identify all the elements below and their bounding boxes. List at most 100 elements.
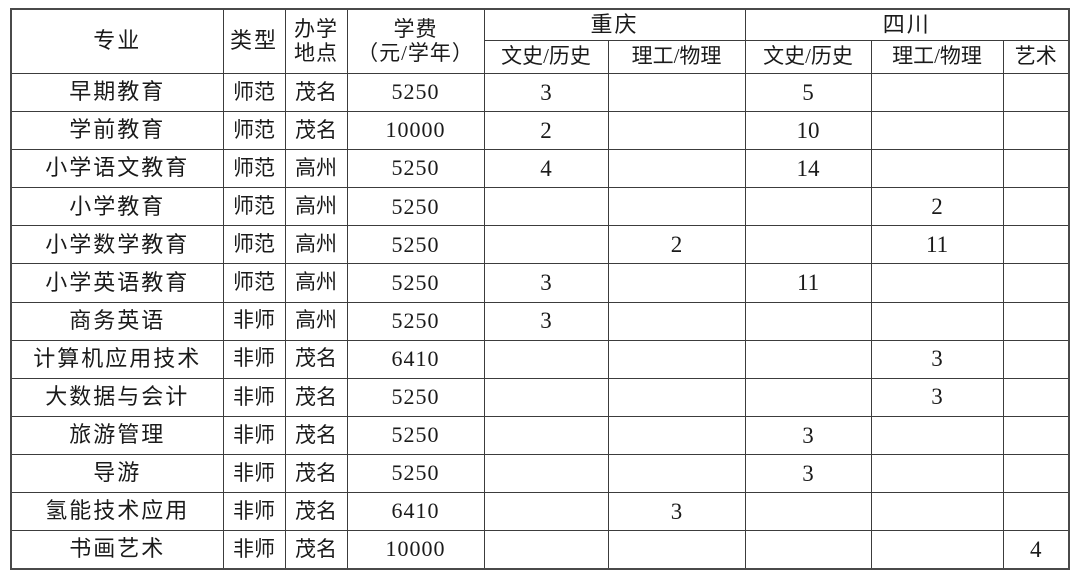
cell-major: 计算机应用技术 bbox=[10, 339, 224, 379]
cell-type: 师范 bbox=[222, 72, 286, 113]
table-row: 导游 非师 茂名 5250 3 bbox=[10, 453, 1070, 494]
cell-sichuan-yishu bbox=[1002, 149, 1070, 189]
table-row: 旅游管理 非师 茂名 5250 3 bbox=[10, 415, 1070, 455]
cell-type: 师范 bbox=[222, 187, 286, 227]
table-row: 书画艺术 非师 茂名 10000 4 bbox=[10, 530, 1070, 570]
cell-type: 非师 bbox=[222, 530, 286, 570]
cell-major: 小学英语教育 bbox=[10, 263, 224, 303]
cell-fee: 5250 bbox=[346, 263, 485, 303]
cell-sichuan-ligong: 11 bbox=[870, 225, 1004, 265]
admissions-plan-table: 专业 类型 办学 地点 学费 （元/学年） 重庆 四川 文史/历史 理工/物理 … bbox=[10, 8, 1071, 570]
cell-chongqing-wenshi bbox=[483, 453, 609, 494]
col-header-fee: 学费 （元/学年） bbox=[346, 8, 485, 74]
col-header-chongqing-ligong: 理工/物理 bbox=[607, 40, 746, 74]
cell-major: 小学数学教育 bbox=[10, 225, 224, 265]
cell-sichuan-ligong: 2 bbox=[870, 187, 1004, 227]
cell-sichuan-ligong bbox=[870, 453, 1004, 494]
cell-fee: 6410 bbox=[346, 339, 485, 379]
cell-fee: 5250 bbox=[346, 415, 485, 455]
cell-type: 师范 bbox=[222, 263, 286, 303]
cell-place: 茂名 bbox=[284, 492, 348, 532]
cell-chongqing-ligong bbox=[607, 263, 746, 303]
cell-type: 师范 bbox=[222, 225, 286, 265]
cell-fee: 5250 bbox=[346, 149, 485, 189]
cell-major: 导游 bbox=[10, 453, 224, 494]
cell-place: 高州 bbox=[284, 263, 348, 303]
cell-fee: 10000 bbox=[346, 111, 485, 151]
cell-fee: 5250 bbox=[346, 187, 485, 227]
cell-chongqing-ligong bbox=[607, 339, 746, 379]
cell-major: 大数据与会计 bbox=[10, 377, 224, 417]
cell-place: 茂名 bbox=[284, 111, 348, 151]
cell-place: 高州 bbox=[284, 301, 348, 341]
cell-sichuan-wenshi: 3 bbox=[744, 453, 872, 494]
cell-chongqing-ligong bbox=[607, 301, 746, 341]
cell-type: 非师 bbox=[222, 339, 286, 379]
cell-place: 高州 bbox=[284, 225, 348, 265]
table-row: 商务英语 非师 高州 5250 3 bbox=[10, 301, 1070, 341]
cell-sichuan-yishu bbox=[1002, 377, 1070, 417]
cell-sichuan-ligong: 3 bbox=[870, 339, 1004, 379]
table-head: 专业 类型 办学 地点 学费 （元/学年） 重庆 四川 文史/历史 理工/物理 … bbox=[10, 8, 1070, 74]
cell-sichuan-ligong bbox=[870, 492, 1004, 532]
cell-sichuan-yishu bbox=[1002, 111, 1070, 151]
cell-place: 高州 bbox=[284, 187, 348, 227]
cell-sichuan-wenshi bbox=[744, 225, 872, 265]
cell-major: 商务英语 bbox=[10, 301, 224, 341]
cell-chongqing-wenshi bbox=[483, 225, 609, 265]
col-header-place: 办学 地点 bbox=[284, 8, 348, 74]
cell-chongqing-ligong bbox=[607, 453, 746, 494]
col-header-sichuan-yishu: 艺术 bbox=[1002, 40, 1070, 74]
cell-chongqing-ligong: 2 bbox=[607, 225, 746, 265]
cell-chongqing-wenshi bbox=[483, 187, 609, 227]
table-row: 小学数学教育 师范 高州 5250 2 11 bbox=[10, 225, 1070, 265]
cell-sichuan-yishu bbox=[1002, 415, 1070, 455]
cell-sichuan-wenshi bbox=[744, 530, 872, 570]
header-row-subjects: 文史/历史 理工/物理 文史/历史 理工/物理 艺术 bbox=[11, 40, 1070, 74]
cell-sichuan-wenshi bbox=[744, 377, 872, 417]
cell-chongqing-ligong bbox=[607, 187, 746, 227]
cell-fee: 6410 bbox=[346, 492, 485, 532]
cell-chongqing-wenshi bbox=[483, 339, 609, 379]
col-header-fee-line1: 学费 bbox=[393, 16, 438, 41]
cell-type: 非师 bbox=[222, 415, 286, 455]
table-row: 计算机应用技术 非师 茂名 6410 3 bbox=[10, 339, 1070, 379]
col-group-header-sichuan: 四川 bbox=[744, 8, 1070, 41]
cell-major: 学前教育 bbox=[10, 111, 224, 151]
cell-sichuan-wenshi bbox=[744, 492, 872, 532]
cell-sichuan-wenshi: 11 bbox=[744, 263, 872, 303]
cell-place: 茂名 bbox=[284, 453, 348, 494]
cell-sichuan-ligong bbox=[870, 530, 1004, 570]
cell-sichuan-wenshi bbox=[744, 187, 872, 227]
table-row: 氢能技术应用 非师 茂名 6410 3 bbox=[10, 492, 1070, 532]
cell-chongqing-ligong bbox=[607, 72, 746, 113]
col-header-sichuan-ligong: 理工/物理 bbox=[870, 40, 1004, 74]
cell-fee: 5250 bbox=[346, 72, 485, 113]
cell-type: 非师 bbox=[222, 453, 286, 494]
cell-chongqing-ligong bbox=[607, 415, 746, 455]
cell-major: 书画艺术 bbox=[10, 530, 224, 570]
cell-chongqing-ligong bbox=[607, 530, 746, 570]
cell-chongqing-ligong bbox=[607, 111, 746, 151]
table-row: 大数据与会计 非师 茂名 5250 3 bbox=[10, 377, 1070, 417]
cell-sichuan-wenshi: 3 bbox=[744, 415, 872, 455]
cell-fee: 5250 bbox=[346, 301, 485, 341]
table-row: 小学英语教育 师范 高州 5250 3 11 bbox=[10, 263, 1070, 303]
cell-place: 茂名 bbox=[284, 415, 348, 455]
col-header-fee-line2: （元/学年） bbox=[357, 40, 474, 65]
cell-major: 旅游管理 bbox=[10, 415, 224, 455]
cell-chongqing-wenshi bbox=[483, 530, 609, 570]
table-row: 小学教育 师范 高州 5250 2 bbox=[10, 187, 1070, 227]
cell-sichuan-yishu: 4 bbox=[1002, 530, 1070, 570]
cell-major: 小学语文教育 bbox=[10, 149, 224, 189]
cell-sichuan-yishu bbox=[1002, 492, 1070, 532]
cell-sichuan-yishu bbox=[1002, 263, 1070, 303]
cell-fee: 10000 bbox=[346, 530, 485, 570]
col-header-sichuan-wenshi: 文史/历史 bbox=[744, 40, 872, 74]
cell-chongqing-wenshi: 3 bbox=[483, 72, 609, 113]
cell-chongqing-ligong bbox=[607, 149, 746, 189]
cell-fee: 5250 bbox=[346, 225, 485, 265]
cell-chongqing-ligong bbox=[607, 377, 746, 417]
cell-sichuan-yishu bbox=[1002, 225, 1070, 265]
